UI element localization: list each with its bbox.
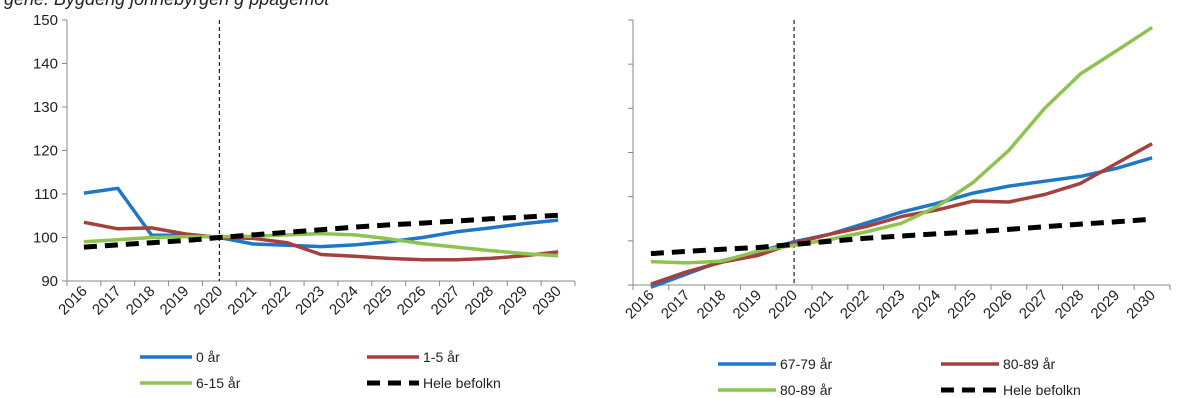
series-line-1: [83, 186, 559, 249]
y-tick-label: 90: [41, 273, 58, 290]
legend-label: 1-5 år: [423, 349, 460, 365]
chart-panel-2: 2016 2017 2018 2019 2020 2021 2022 2023 2024 2025…: [622, 19, 1171, 398]
x-tick-label: 2029: [495, 283, 531, 319]
x-tick-label: 2018: [694, 287, 730, 323]
x-tick-label: 2027: [428, 283, 464, 319]
x-tick-label: 2020: [765, 287, 801, 323]
x-tick-label: 2020: [191, 283, 227, 319]
legend-label: 0 år: [196, 349, 220, 365]
legend-label: Hele befolkn: [423, 375, 501, 391]
legend-label: 80-89 år: [780, 382, 832, 398]
x-tick-label: 2027: [1016, 287, 1052, 323]
x-tick-label: 2024: [909, 287, 945, 323]
x-tick-label: 2016: [622, 287, 658, 323]
series-line-2: [650, 142, 1153, 286]
legend-label: Hele befolkn: [1003, 382, 1081, 398]
x-tick-label: 2022: [837, 287, 873, 323]
legend-label: 67-79 år: [780, 356, 832, 372]
x-tick-label: 2022: [258, 283, 294, 319]
x-tick-label: 2016: [55, 283, 91, 319]
x-tick-label: 2029: [1088, 287, 1124, 323]
x-tick-label: 2028: [462, 283, 498, 319]
chart-panel-1: 90 100 110 120 130 140 150 20162017201820192020…: [33, 12, 576, 391]
legend-label: 6-15 år: [196, 375, 241, 391]
x-tick-label: 2025: [360, 283, 396, 319]
x-tick-label: 2021: [224, 283, 260, 319]
y-tick-label: 120: [33, 143, 58, 160]
x-tick-label: 2028: [1052, 287, 1088, 323]
x-tick-label: 2017: [89, 283, 125, 319]
y-tick-label: 130: [33, 99, 58, 116]
y-tick-label: 140: [33, 56, 58, 73]
series-line-3: [83, 231, 559, 258]
x-tick-label: 2026: [394, 283, 430, 319]
x-tick-label: 2025: [944, 287, 980, 323]
legend-label: 80-89 år: [1003, 356, 1055, 372]
y-tick-label: 110: [34, 186, 58, 203]
series-line-3: [650, 26, 1154, 265]
x-tick-label: 2017: [658, 287, 694, 323]
x-tick-label: 2018: [123, 283, 159, 319]
x-tick-label: 2023: [873, 287, 909, 323]
x-tick-label: 2023: [292, 283, 328, 319]
series-line-4: [83, 212, 559, 250]
y-tick-label: 150: [33, 12, 58, 29]
x-tick-label: 2030: [529, 283, 565, 319]
x-tick-label: 2019: [157, 283, 193, 319]
series-line-2: [83, 220, 559, 262]
x-tick-label: 2030: [1123, 287, 1159, 323]
x-tick-label: 2026: [980, 287, 1016, 323]
x-tick-label: 2019: [730, 287, 766, 323]
y-tick-label: 100: [33, 230, 58, 247]
x-tick-label: 2024: [326, 283, 362, 319]
figure-caption: gene: Bygdeng jonnebyrgen g ppagemot: [4, 0, 704, 9]
x-tick-label: 2021: [801, 287, 837, 323]
